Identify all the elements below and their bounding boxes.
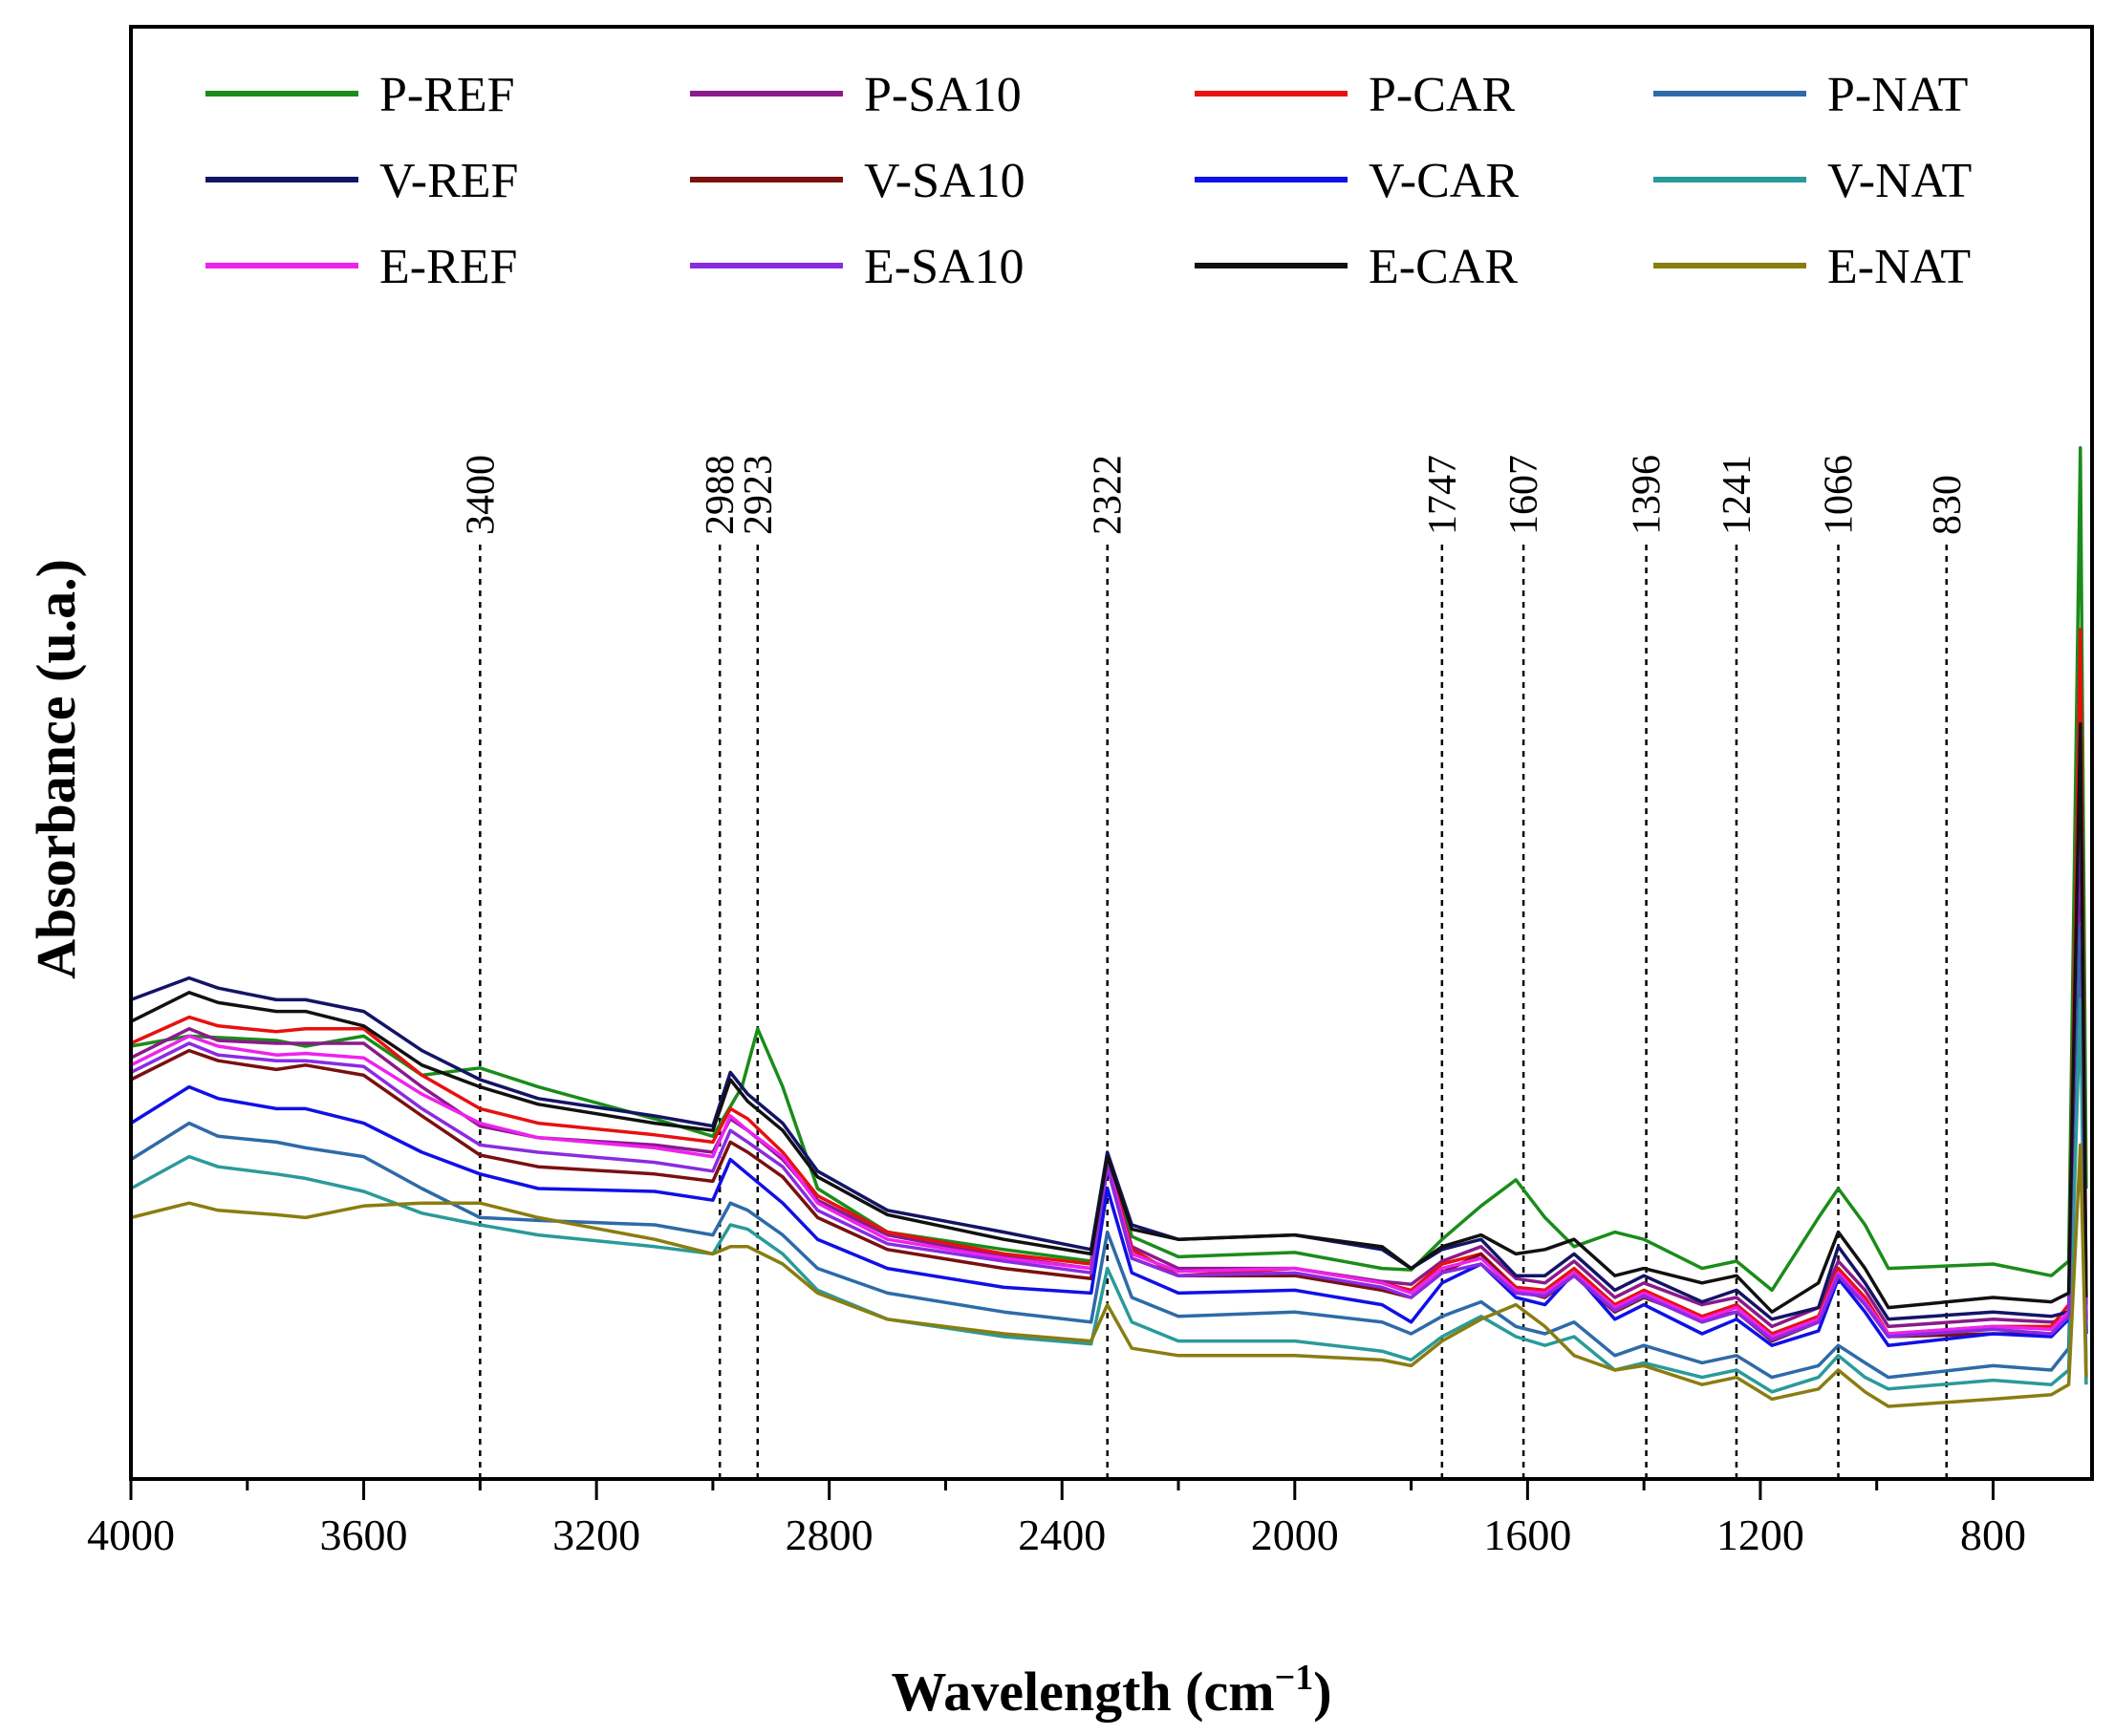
peak-label-2322: 2322: [1087, 455, 1131, 535]
peak-label-830: 830: [1926, 475, 1970, 535]
legend: P-REF V-REF E-REF P-SA10 V-SA10 E-SA10 P-CAR V-…: [205, 68, 1972, 294]
x-tick-label: 3600: [320, 1511, 408, 1559]
x-axis-title: Wavelength (cm−1): [891, 1658, 1331, 1723]
x-tick-label: 3200: [552, 1511, 640, 1559]
x-tick-label: 1600: [1483, 1511, 1571, 1559]
legend-label-p-ref: P-REF: [379, 68, 515, 122]
x-axis-title-main: Wavelength (cm: [891, 1661, 1274, 1723]
legend-label-v-sa10: V-SA10: [864, 154, 1025, 208]
x-axis: 4000 3600 3200 2800 2400 2000 1600 1200 800: [87, 1479, 2026, 1559]
series-line-e-sa10: [130, 751, 2088, 1341]
x-tick-label: 4000: [87, 1511, 175, 1559]
peak-label-3400: 3400: [459, 455, 503, 535]
x-axis-title-end: ): [1313, 1661, 1331, 1723]
peak-label-1747: 1747: [1421, 455, 1465, 535]
peak-label-2923: 2923: [737, 455, 781, 535]
series-line-e-nat: [130, 1143, 2088, 1408]
peak-label-2988: 2988: [699, 455, 743, 535]
legend-label-v-ref: V-REF: [379, 154, 518, 208]
series-line-v-sa10: [130, 751, 2088, 1343]
series-line-p-nat: [130, 925, 2088, 1380]
series-line-e-car: [130, 721, 2088, 1314]
peak-label-1241: 1241: [1715, 455, 1759, 535]
legend-label-p-car: P-CAR: [1369, 68, 1515, 122]
peak-label-1607: 1607: [1502, 455, 1546, 535]
x-tick-label: 2800: [786, 1511, 874, 1559]
legend-label-v-car: V-CAR: [1369, 154, 1519, 208]
legend-label-e-car: E-CAR: [1369, 240, 1518, 294]
legend-label-p-sa10: P-SA10: [864, 68, 1022, 122]
x-tick-label: 1200: [1716, 1511, 1804, 1559]
legend-label-v-nat: V-NAT: [1827, 154, 1972, 208]
x-axis-title-sup: −1: [1275, 1658, 1314, 1698]
series-line-e-ref: [130, 721, 2088, 1339]
legend-label-e-sa10: E-SA10: [864, 240, 1025, 294]
series-line-v-nat: [130, 997, 2088, 1394]
x-tick-label: 800: [1960, 1511, 2026, 1559]
series-line-p-ref: [130, 446, 2088, 1293]
peak-label-1066: 1066: [1818, 455, 1862, 535]
y-axis-title: Absorbance (u.a.): [25, 559, 87, 979]
x-tick-label: 2400: [1018, 1511, 1106, 1559]
legend-label-e-ref: E-REF: [379, 240, 517, 294]
x-tick-label: 2000: [1251, 1511, 1339, 1559]
legend-label-p-nat: P-NAT: [1827, 68, 1968, 122]
plot-frame: [129, 25, 2094, 1481]
legend-label-e-nat: E-NAT: [1827, 240, 1971, 294]
peak-label-1396: 1396: [1626, 455, 1670, 535]
